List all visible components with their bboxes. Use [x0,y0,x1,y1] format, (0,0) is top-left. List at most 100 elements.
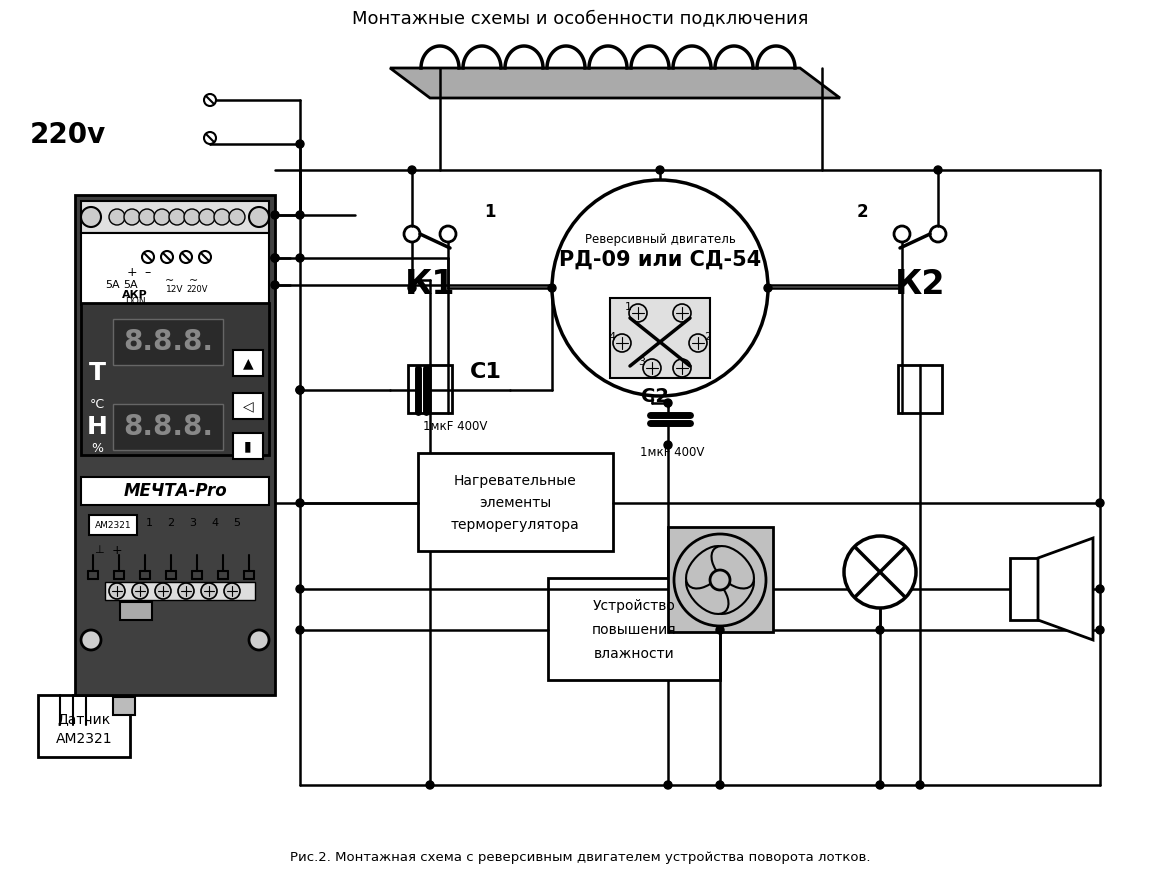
Circle shape [1096,585,1104,593]
Text: РД-09 или СД-54: РД-09 или СД-54 [559,250,761,270]
Text: К2: К2 [894,268,945,302]
Circle shape [673,304,691,322]
Circle shape [296,585,304,593]
Text: С1: С1 [470,362,502,382]
Bar [898,365,942,413]
Circle shape [271,281,280,289]
Bar [233,350,263,376]
Circle shape [1096,626,1104,634]
Text: ~: ~ [188,276,197,286]
Text: 3: 3 [189,518,196,528]
Circle shape [180,251,193,263]
Circle shape [916,781,925,789]
Text: ~: ~ [166,276,175,286]
Circle shape [629,304,647,322]
Text: +: + [126,267,137,280]
Text: ◁: ◁ [242,399,253,413]
Bar [418,453,612,551]
Circle shape [296,386,304,394]
Text: 1: 1 [624,302,631,312]
Text: 3: 3 [638,357,645,367]
Text: Реверсивный двигатель: Реверсивный двигатель [585,233,735,246]
Text: К1: К1 [405,268,455,302]
Circle shape [139,209,155,225]
Circle shape [876,781,884,789]
Circle shape [934,166,942,174]
Text: 5A: 5A [106,280,121,290]
Text: 12V: 12V [166,286,183,295]
Circle shape [930,226,947,242]
Text: AM2321: AM2321 [56,732,113,746]
Circle shape [296,254,304,262]
Circle shape [177,583,194,599]
Text: T: T [88,361,106,385]
Circle shape [673,359,691,377]
Bar [233,393,263,419]
Text: 4: 4 [609,332,616,342]
Text: влажности: влажности [594,647,674,661]
Circle shape [201,583,217,599]
Circle shape [204,94,216,106]
Bar [81,233,269,305]
Circle shape [109,583,125,599]
Text: 1: 1 [484,203,495,221]
Circle shape [155,583,171,599]
Circle shape [664,441,672,449]
Text: +: + [111,544,122,557]
Circle shape [716,626,724,634]
Bar [81,303,269,455]
Text: H: H [87,415,108,439]
Circle shape [224,583,240,599]
Bar [548,578,720,680]
Text: повышения: повышения [592,623,676,637]
Text: –: – [145,267,151,280]
Circle shape [249,630,269,650]
Circle shape [1096,499,1104,507]
Text: терморегулятора: терморегулятора [450,518,579,532]
Circle shape [689,334,706,352]
Text: ▮: ▮ [245,439,252,453]
Circle shape [876,626,884,634]
Bar [113,319,223,365]
Circle shape [204,132,216,144]
Circle shape [271,254,280,262]
Circle shape [296,386,304,394]
Circle shape [426,781,434,789]
Circle shape [844,536,916,608]
Circle shape [612,334,631,352]
Circle shape [552,180,768,396]
Circle shape [200,209,215,225]
Circle shape [142,251,154,263]
Bar [1010,558,1038,620]
Text: Монтажные схемы и особенности подключения: Монтажные схемы и особенности подключени… [351,9,809,27]
Circle shape [213,209,230,225]
Bar [113,404,223,450]
Text: элементы: элементы [479,496,551,510]
Text: 1мкF 400V: 1мкF 400V [640,447,704,460]
Text: 1: 1 [145,518,152,528]
Text: °C: °C [89,399,104,412]
Text: МЕЧТА-Pro: МЕЧТА-Pro [123,482,227,500]
Text: 2: 2 [704,332,711,342]
Circle shape [643,359,661,377]
Circle shape [161,251,173,263]
Ellipse shape [711,572,754,614]
Ellipse shape [711,546,754,588]
Circle shape [184,209,200,225]
Text: 8.8.8.: 8.8.8. [123,413,213,441]
Circle shape [404,226,420,242]
Text: Рис.2. Монтажная схема с реверсивным двигателем устройства поворота лотков.: Рис.2. Монтажная схема с реверсивным дви… [290,851,870,864]
Text: ⊥: ⊥ [94,545,104,555]
Text: 5A: 5A [123,280,137,290]
Bar [75,195,275,695]
Text: AM2321: AM2321 [95,521,131,530]
Ellipse shape [686,546,728,588]
Circle shape [894,226,909,242]
Circle shape [249,207,269,227]
Circle shape [674,534,766,626]
Ellipse shape [686,572,728,614]
Circle shape [296,626,304,634]
Bar [668,527,773,632]
Circle shape [664,399,672,407]
Circle shape [132,583,148,599]
